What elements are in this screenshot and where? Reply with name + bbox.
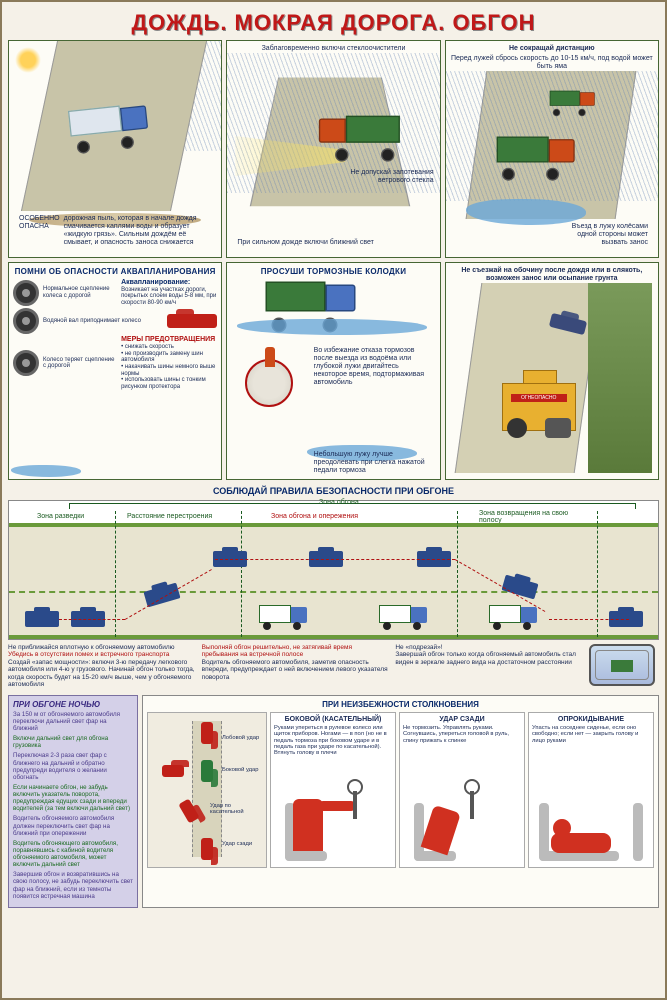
panel1-caption: ОСОБЕННО ОПАСНА дорожная пыль, которая в… (13, 209, 217, 253)
p4-title: ПОМНИ ОБ ОПАСНОСТИ АКВАПЛАНИРОВАНИЯ (13, 267, 217, 276)
person-silhouette (421, 805, 461, 855)
overtake-title: СОБЛЮДАЙ ПРАВИЛА БЕЗОПАСНОСТИ ПРИ ОБГОНЕ (8, 486, 659, 496)
water (11, 465, 81, 477)
zone1: Зона разведки (37, 513, 84, 520)
note1: Не приближайся вплотную к обгоняемому ав… (8, 644, 196, 689)
car-ego (201, 760, 213, 782)
person-head (553, 819, 571, 837)
mirror-illus (589, 644, 659, 689)
panel-distance: Не сокращай дистанцию Перед лужей сбрось… (445, 40, 659, 258)
zone2: Расстояние перестроения (127, 513, 212, 520)
person-arm (319, 801, 355, 811)
tire-icon (13, 280, 39, 306)
p2-top: Заблаговременно включи стеклоочистители (231, 45, 435, 53)
night-item: Если начинаете обгон, не забудь включить… (13, 784, 133, 813)
night-title: ПРИ ОБГОНЕ НОЧЬЮ (13, 700, 133, 709)
overtaken-truck (379, 605, 429, 627)
p3-bot: Въезд в лужу колёсами одной стороны може… (546, 217, 654, 253)
road-roller: ОГНЕОПАСНО (502, 383, 576, 431)
aq-row-1: Нормальное сцепление колеса с дорогой Ак… (13, 279, 217, 306)
lbl-tang: Удар по касательной (210, 803, 264, 816)
collision-title: ПРИ НЕИЗБЕЖНОСТИ СТОЛКНОВЕНИЯ (147, 700, 654, 709)
steering-column (353, 791, 357, 819)
night-item: Включи дальний свет для обгона грузовика (13, 735, 133, 749)
overtake-notes: Не приближайся вплотную к обгоняемому ав… (8, 644, 659, 689)
panel-dust: ОСОБЕННО ОПАСНА дорожная пыль, которая в… (8, 40, 222, 258)
zone4: Зона возвращения на свою полосу (479, 510, 589, 524)
night-item: Переключая 2-3 раза свет фар с ближнего … (13, 752, 133, 781)
p5-title: ПРОСУШИ ТОРМОЗНЫЕ КОЛОДКИ (231, 267, 435, 276)
p2-mid: Не допускай запотевания ветрового стекла (346, 169, 434, 185)
note2: Выполняй обгон решительно, не затягивай … (202, 644, 390, 689)
bottom-row: ПРИ ОБГОНЕ НОЧЬЮ За 150 м от обгоняемого… (2, 689, 665, 914)
night-item: Водитель обгоняющего автомобиля, поравня… (13, 840, 133, 869)
zone-span-label: Зона обгона (319, 499, 359, 506)
sun-icon (15, 47, 41, 73)
aq-row-2: Водяной вал приподнимает колесо (13, 308, 217, 334)
car-rear (201, 838, 213, 860)
p3-sub: Перед лужей сбрось скорость до 10-15 км/… (450, 55, 654, 71)
night-item: За 150 м от обгоняемого автомобиля перек… (13, 711, 133, 732)
main-title: ДОЖДЬ. МОКРАЯ ДОРОГА. ОБГОН (2, 2, 665, 40)
night-item: Завершив обгон и возвратившись на свою п… (13, 871, 133, 900)
hazard-label: ОГНЕОПАСНО (511, 394, 567, 402)
overtaken-truck (259, 605, 309, 627)
aq-row-3: Колесо теряет сцепление с дорогой МЕРЫ П… (13, 336, 217, 390)
p5-t1: Во избежание отказа тормозов после выезд… (314, 347, 434, 387)
truck (316, 116, 400, 157)
grass (588, 283, 652, 473)
puddle (237, 319, 427, 335)
truck-far (549, 91, 596, 114)
top-grid: ОСОБЕННО ОПАСНА дорожная пыль, которая в… (2, 40, 665, 480)
tire-icon (13, 308, 39, 334)
collision-rear-panel: УДАР СЗАДИ Не тормозить. Управлять рукам… (399, 712, 525, 868)
overtaking-car (25, 611, 59, 627)
collision-rollover-panel: ОПРОКИДЫВАНИЕ Упасть на соседнее сиденье… (528, 712, 654, 868)
steering-wheel-icon (347, 779, 363, 795)
zone3: Зона обгона и опережения (271, 513, 358, 520)
panel-wipers: Заблаговременно включи стеклоочистители … (226, 40, 440, 258)
note3: Не «подрезай»! Завершай обгон только ког… (395, 644, 583, 689)
truck-near (496, 137, 577, 176)
car-top (201, 722, 213, 744)
p2-bot: При сильном дожде включи ближний свет (231, 233, 435, 253)
car-side (162, 765, 184, 777)
collision-side-panel: БОКОВОЙ (КАСАТЕЛЬНЫЙ) Руками упереться в… (270, 712, 396, 868)
lbl-side: Боковой удар (222, 767, 258, 773)
brake-drum-icon (245, 359, 293, 407)
car-red (167, 314, 217, 328)
lbl-rear: Удар сзади (222, 841, 252, 847)
p5-t2: Небольшую лужу лучше преодолевать при сл… (314, 451, 434, 475)
panel-shoulder: Не съезжай на обочину после дождя или в … (445, 262, 659, 480)
panel-brakes: ПРОСУШИ ТОРМОЗНЫЕ КОЛОДКИ Во избежание о… (226, 262, 440, 480)
tire-icon (13, 350, 39, 376)
night-item: Водитель обгоняемого автомобиля должен п… (13, 815, 133, 836)
overtake-section: СОБЛЮДАЙ ПРАВИЛА БЕЗОПАСНОСТИ ПРИ ОБГОНЕ… (2, 486, 665, 689)
lbl-frontal: Лобовой удар (222, 735, 259, 741)
overtaken-truck (489, 605, 539, 627)
collision-scenario: Лобовой удар Боковой удар Удар по касате… (147, 712, 267, 868)
night-column: ПРИ ОБГОНЕ НОЧЬЮ За 150 м от обгоняемого… (8, 695, 138, 908)
p6-title: Не съезжай на обочину после дождя или в … (450, 267, 654, 283)
p3-top: Не сокращай дистанцию (450, 45, 654, 53)
overtake-diagram: Зона обгона Зона разведки Расстояние пер… (8, 500, 659, 640)
collision-column: ПРИ НЕИЗБЕЖНОСТИ СТОЛКНОВЕНИЯ Лобовой уд… (142, 695, 659, 908)
panel-aquaplaning: ПОМНИ ОБ ОПАСНОСТИ АКВАПЛАНИРОВАНИЯ Норм… (8, 262, 222, 480)
